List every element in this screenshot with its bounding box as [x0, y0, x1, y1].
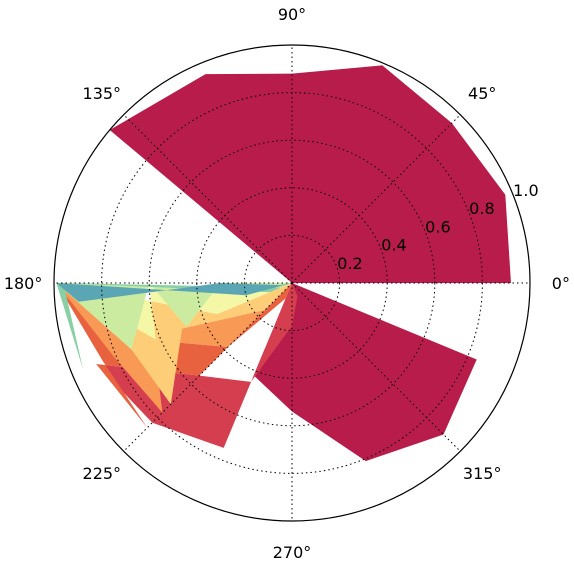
plot-area: [56, 65, 511, 462]
theta-tick-label-6: 270°: [273, 543, 312, 562]
polar-frame: [53, 44, 531, 522]
r-tick-label-0: 0.2: [337, 254, 362, 273]
theta-gridline-7: [291, 282, 461, 452]
theta-tick-label-3: 135°: [83, 84, 122, 103]
theta-tick-label-7: 315°: [463, 464, 502, 483]
contour-band-6: [56, 283, 293, 370]
theta-tick-label-0: 0°: [552, 274, 570, 293]
theta-gridline-3: [123, 114, 293, 284]
r-gridline-2: [148, 139, 436, 427]
r-tick-label-2: 0.6: [425, 217, 450, 236]
r-tick-label-3: 0.8: [469, 199, 494, 218]
contour-region-top: [109, 65, 511, 283]
theta-tick-label-1: 45°: [468, 84, 496, 103]
r-tick-label-4: 1.0: [513, 181, 538, 200]
theta-tick-label-4: 180°: [4, 274, 43, 293]
polar-grid: [54, 45, 530, 521]
contour-band-5: [56, 283, 293, 350]
theta-gridline-1: [291, 114, 461, 284]
r-gridline-0: [243, 234, 341, 332]
r-tick-label-1: 0.4: [381, 236, 406, 255]
theta-tick-label-5: 225°: [83, 464, 122, 483]
contour-band-7: [56, 283, 293, 302]
theta-gridline-5: [123, 282, 293, 452]
contour-region-lower: [253, 283, 477, 462]
tick-labels: 0° 45° 90° 135° 180° 225° 270° 315° 0.2 0.4 0.6 0.8…: [4, 5, 570, 562]
theta-tick-label-2: 90°: [278, 5, 306, 24]
